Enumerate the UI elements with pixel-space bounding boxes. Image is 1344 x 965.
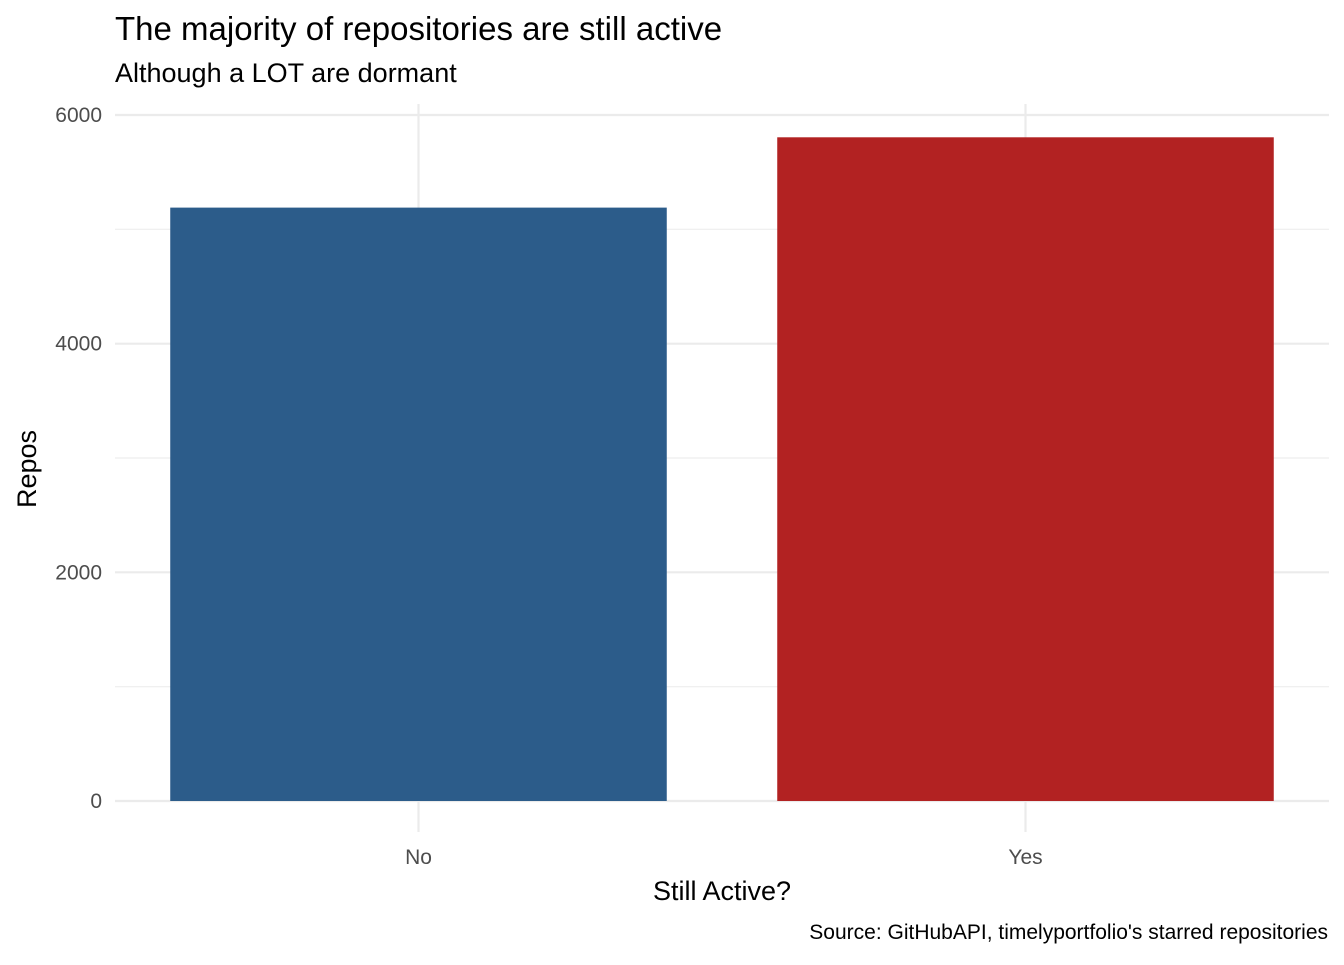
x-axis-ticks: No Yes — [405, 846, 1043, 869]
chart-caption: Source: GitHubAPI, timelyportfolio's sta… — [809, 921, 1328, 944]
bar-no — [170, 207, 667, 802]
chart-subtitle: Although a LOT are dormant — [115, 58, 457, 88]
y-tick-label: 6000 — [55, 104, 102, 127]
bar-yes — [777, 137, 1274, 802]
y-tick-label: 2000 — [55, 561, 102, 584]
chart-title: The majority of repositories are still a… — [115, 10, 722, 47]
y-tick-label: 4000 — [55, 333, 102, 356]
y-axis-ticks: 0 2000 4000 6000 — [55, 104, 102, 813]
y-axis-title: Repos — [12, 430, 42, 508]
y-tick-label: 0 — [90, 790, 102, 813]
x-tick-label: No — [405, 846, 432, 869]
x-tick-label: Yes — [1008, 846, 1042, 869]
x-axis-title: Still Active? — [653, 876, 791, 906]
bars — [170, 137, 1274, 802]
